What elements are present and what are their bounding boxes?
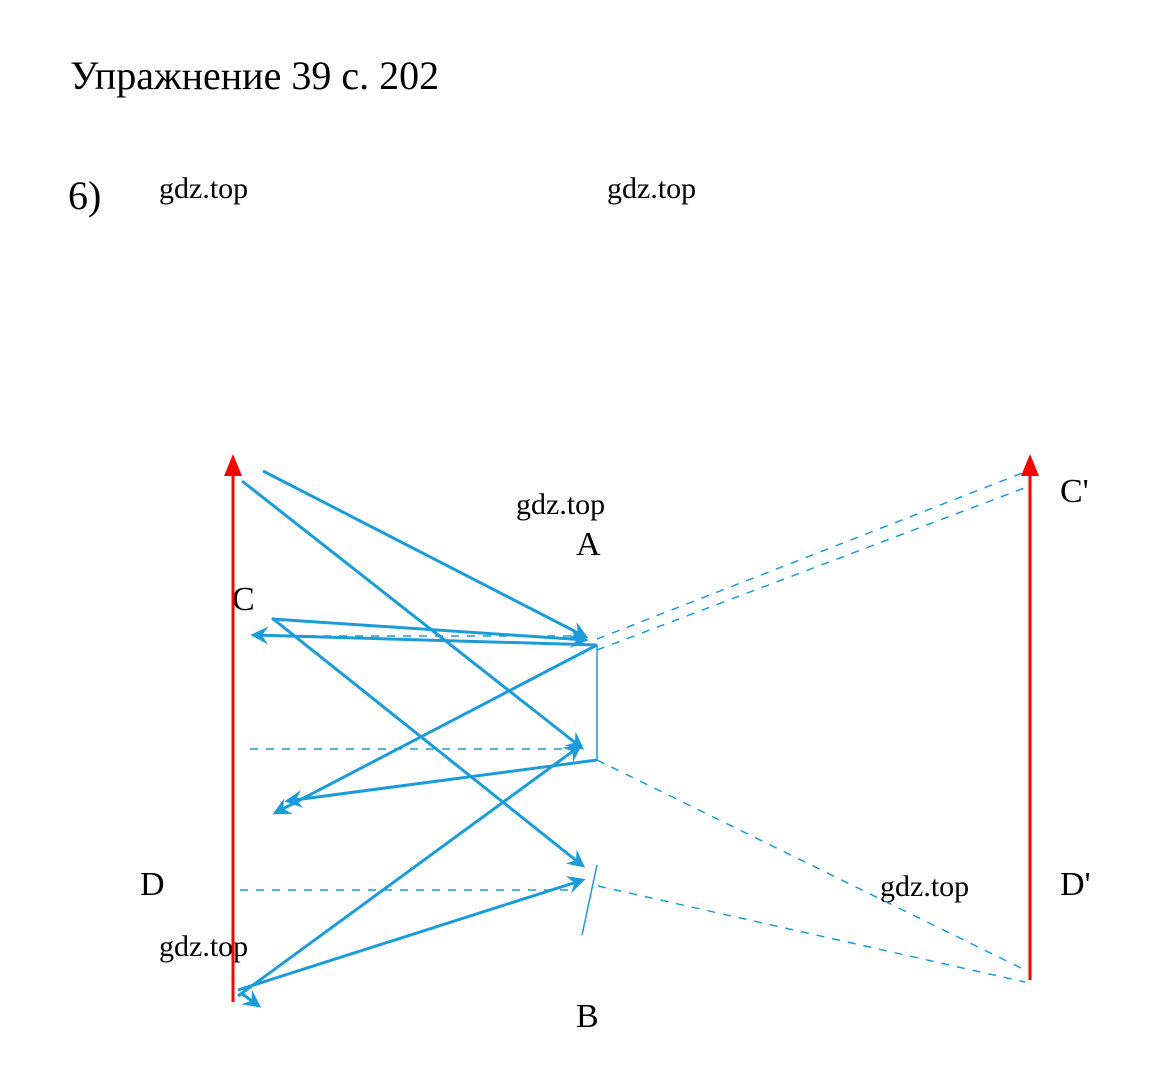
diagram-svg — [0, 0, 1159, 1074]
diagram-stage: Упражнение 39 с. 202 6) gdz.top gdz.top … — [0, 0, 1159, 1074]
